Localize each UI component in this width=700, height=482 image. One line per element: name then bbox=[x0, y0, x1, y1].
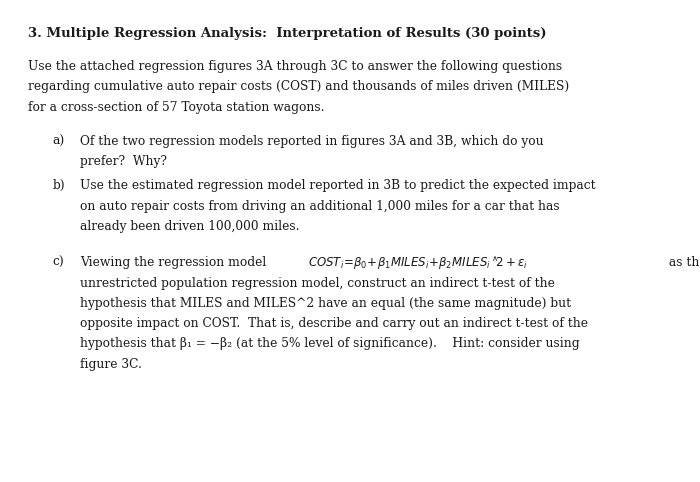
Text: c): c) bbox=[52, 256, 64, 269]
Text: as the: as the bbox=[665, 256, 700, 269]
Text: hypothesis that β₁ = −β₂ (at the 5% level of significance).    Hint: consider us: hypothesis that β₁ = −β₂ (at the 5% leve… bbox=[80, 337, 580, 350]
Text: Use the attached regression figures 3A through 3C to answer the following questi: Use the attached regression figures 3A t… bbox=[28, 60, 562, 73]
Text: b): b) bbox=[52, 179, 65, 192]
Text: already been driven 100,000 miles.: already been driven 100,000 miles. bbox=[80, 220, 300, 233]
Text: regarding cumulative auto repair costs (COST) and thousands of miles driven (MIL: regarding cumulative auto repair costs (… bbox=[28, 80, 569, 94]
Text: for a cross-section of 57 Toyota station wagons.: for a cross-section of 57 Toyota station… bbox=[28, 101, 325, 114]
Text: figure 3C.: figure 3C. bbox=[80, 358, 142, 371]
Text: unrestricted population regression model, construct an indirect t-test of the: unrestricted population regression model… bbox=[80, 277, 555, 290]
Text: a): a) bbox=[52, 135, 64, 148]
Text: opposite impact on COST.  That is, describe and carry out an indirect t-test of : opposite impact on COST. That is, descri… bbox=[80, 317, 589, 330]
Text: hypothesis that MILES and MILES^2 have an equal (the same magnitude) but: hypothesis that MILES and MILES^2 have a… bbox=[80, 297, 572, 310]
Text: $\mathit{COST}_i\!=\!\beta_0\!+\!\beta_1\mathit{MILES}_i\!+\!\beta_2\mathit{MILE: $\mathit{COST}_i\!=\!\beta_0\!+\!\beta_1… bbox=[308, 255, 528, 272]
Text: prefer?  Why?: prefer? Why? bbox=[80, 155, 167, 168]
Text: Use the estimated regression model reported in 3B to predict the expected impact: Use the estimated regression model repor… bbox=[80, 179, 596, 192]
Text: 3. Multiple Regression Analysis:  Interpretation of Results (30 points): 3. Multiple Regression Analysis: Interpr… bbox=[28, 27, 547, 40]
Text: Viewing the regression model: Viewing the regression model bbox=[80, 256, 274, 269]
Text: on auto repair costs from driving an additional 1,000 miles for a car that has: on auto repair costs from driving an add… bbox=[80, 200, 560, 213]
Text: Of the two regression models reported in figures 3A and 3B, which do you: Of the two regression models reported in… bbox=[80, 135, 544, 148]
